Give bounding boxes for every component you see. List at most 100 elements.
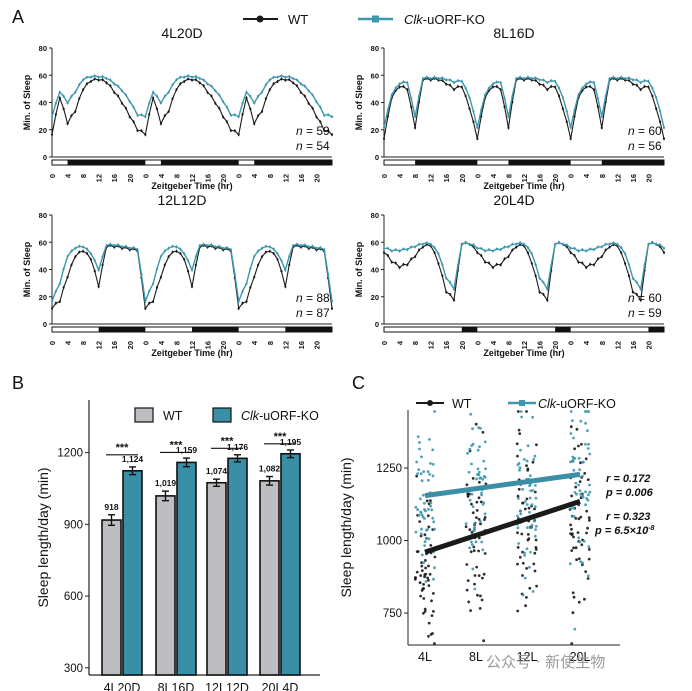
profile-4-point bbox=[662, 251, 666, 254]
profile-1-point bbox=[190, 76, 194, 79]
scatter-point-ko bbox=[519, 410, 523, 413]
profile-1-xtick-label: 16 bbox=[204, 174, 213, 182]
profile-2-point bbox=[554, 85, 557, 89]
scatter-point-ko bbox=[476, 448, 480, 452]
profile-2-point bbox=[581, 87, 584, 90]
profile-4-point bbox=[491, 249, 494, 253]
bars-legend-wt-label: WT bbox=[163, 409, 183, 423]
scatter-point-ko bbox=[477, 473, 481, 477]
profile-2-point bbox=[464, 87, 467, 90]
profile-1-point bbox=[113, 91, 116, 94]
profile-2-ytick-label: 40 bbox=[371, 99, 379, 108]
profile-3-point bbox=[128, 247, 131, 250]
scatter-point-ko bbox=[573, 457, 577, 460]
profile-2-n-ko-value: = 56 bbox=[638, 139, 662, 153]
scatter-point-ko bbox=[471, 567, 475, 571]
profile-4-ytick-label: 40 bbox=[371, 266, 379, 275]
profile-3-point bbox=[144, 307, 147, 310]
profile-1-xtick-label: 20 bbox=[312, 174, 321, 182]
bars-xtick-label: 8L16D bbox=[158, 681, 195, 691]
profile-4-point bbox=[499, 263, 502, 266]
scatter-point-ko bbox=[521, 593, 525, 597]
profile-3-point bbox=[272, 252, 275, 255]
scatter-point-ko bbox=[584, 442, 587, 446]
scatter-point-wt bbox=[579, 515, 583, 519]
scatter-point-wt bbox=[479, 522, 482, 526]
legend-ko-label: Clk-uORF-KO bbox=[404, 12, 485, 27]
profile-3-point bbox=[264, 250, 267, 254]
profile-2-point bbox=[449, 83, 452, 87]
profile-3-point bbox=[113, 244, 116, 247]
profile-1-point bbox=[120, 102, 124, 105]
profile-3-point bbox=[210, 243, 213, 246]
profile-2-point bbox=[616, 79, 619, 82]
profile-2-point bbox=[647, 85, 650, 89]
scatter-point-wt bbox=[515, 442, 519, 446]
profile-2-point bbox=[577, 93, 580, 96]
profile-4-point bbox=[414, 255, 417, 258]
profile-2-series-ko-line bbox=[383, 76, 665, 128]
scatter-point-ko bbox=[480, 493, 483, 497]
scatter-point-ko bbox=[517, 497, 520, 500]
profile-4-point bbox=[604, 248, 607, 252]
scatter-point-wt bbox=[517, 428, 521, 432]
scatter-ytick-label: 1000 bbox=[376, 536, 402, 548]
profile-4-point bbox=[538, 277, 541, 280]
profile-2-point bbox=[554, 80, 557, 83]
profile-4-point bbox=[604, 243, 607, 246]
profile-1-point bbox=[159, 122, 162, 125]
scatter-point-wt bbox=[416, 550, 420, 553]
profile-3-point bbox=[74, 255, 77, 258]
scatter-point-ko bbox=[481, 548, 485, 552]
scatter-point-ko bbox=[519, 448, 522, 452]
scatter-point-wt bbox=[533, 507, 536, 511]
profile-3-point bbox=[78, 245, 81, 248]
profile-1-title: 4L20D bbox=[161, 25, 202, 41]
profile-1-point bbox=[179, 76, 182, 79]
scatter-point-wt bbox=[477, 574, 481, 577]
scatter-point-ko bbox=[524, 500, 527, 503]
scatter-point-wt bbox=[478, 607, 482, 610]
profile-1-point bbox=[105, 77, 108, 80]
legend-ko-marker bbox=[372, 15, 379, 23]
profile-2-point bbox=[662, 126, 666, 129]
scatter-point-wt bbox=[527, 506, 531, 510]
profile-2-point bbox=[519, 76, 522, 79]
scatter-point-wt bbox=[468, 492, 471, 496]
scatter-point-wt bbox=[481, 576, 484, 580]
profile-1-point bbox=[288, 75, 291, 78]
profile-4-xtick-label: 4 bbox=[489, 340, 498, 345]
profile-3-point bbox=[272, 247, 275, 251]
scatter-point-wt bbox=[429, 499, 432, 502]
bars-ytick-label: 1200 bbox=[57, 448, 83, 460]
legend-wt-label: WT bbox=[288, 12, 308, 27]
profile-4-point bbox=[627, 274, 631, 278]
scatter-point-wt bbox=[469, 550, 473, 554]
scatter-point-wt bbox=[583, 597, 586, 601]
scatter-point-ko bbox=[427, 537, 431, 541]
profile-3-point bbox=[276, 258, 279, 261]
profile-1-point bbox=[66, 122, 69, 125]
profile-2-point bbox=[394, 87, 397, 90]
scatter-point-wt bbox=[418, 581, 422, 585]
scatter-point-ko bbox=[577, 457, 581, 460]
profile-3-point bbox=[171, 250, 174, 254]
scatter-point-ko bbox=[471, 442, 475, 446]
profile-4-n-ko: n = 59 bbox=[628, 306, 662, 320]
profile-4-point bbox=[561, 243, 564, 246]
profile-1-point bbox=[152, 91, 155, 94]
scatter-point-ko bbox=[471, 505, 475, 508]
legend-wt-marker bbox=[256, 15, 264, 23]
profile-2-point bbox=[585, 82, 588, 86]
profile-1-point bbox=[175, 88, 178, 91]
profile-3-point bbox=[179, 252, 182, 255]
profile-3-point bbox=[159, 255, 162, 258]
profile-1-point bbox=[148, 113, 151, 116]
scatter-point-wt bbox=[518, 555, 522, 559]
profile-3-point bbox=[190, 268, 194, 272]
profile-1-point bbox=[319, 120, 322, 123]
scatter-point-ko bbox=[586, 498, 590, 502]
profile-3-point bbox=[206, 244, 209, 247]
profile-4-point bbox=[429, 243, 432, 246]
profile-3-point bbox=[249, 267, 252, 270]
